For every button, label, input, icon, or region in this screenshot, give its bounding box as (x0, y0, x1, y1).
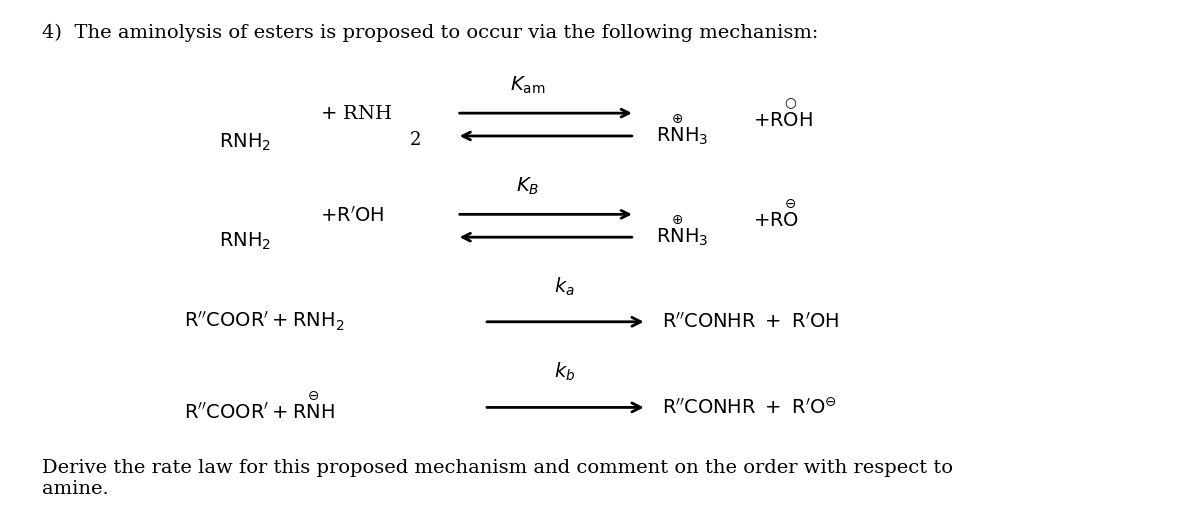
Text: Derive the rate law for this proposed mechanism and comment on the order with re: Derive the rate law for this proposed me… (42, 459, 953, 498)
Text: $\mathrm{RNH_2}$: $\mathrm{RNH_2}$ (220, 132, 271, 154)
Text: $k_a$: $k_a$ (554, 276, 575, 297)
Text: $+$ RNH: $+$ RNH (320, 105, 392, 123)
Text: $K_{\mathrm{am}}$: $K_{\mathrm{am}}$ (510, 75, 546, 97)
Text: $\mathrm{R\overset{\oplus}{N}H_3}$: $\mathrm{R\overset{\oplus}{N}H_3}$ (656, 214, 709, 248)
Text: 2: 2 (409, 131, 421, 149)
Text: $+ \mathrm{R\overset{\ominus}{O}}$: $+ \mathrm{R\overset{\ominus}{O}}$ (754, 200, 799, 231)
Text: $\mathrm{R\overset{\oplus}{N}H_3}$: $\mathrm{R\overset{\oplus}{N}H_3}$ (656, 113, 709, 147)
Text: $\mathrm{R''CONHR\ +\ R'OH}$: $\mathrm{R''CONHR\ +\ R'OH}$ (662, 312, 840, 332)
Text: $+ \mathrm{R\overset{\bigcirc}{O}H}$: $+ \mathrm{R\overset{\bigcirc}{O}H}$ (754, 98, 814, 131)
Text: 4)  The aminolysis of esters is proposed to occur via the following mechanism:: 4) The aminolysis of esters is proposed … (42, 23, 818, 42)
Text: $\mathrm{RNH_2}$: $\mathrm{RNH_2}$ (220, 230, 271, 252)
Text: $K_B$: $K_B$ (516, 176, 540, 198)
Text: $k_b$: $k_b$ (554, 361, 575, 383)
Text: $\mathrm{R''COOR' + R\overset{\ominus}{N}H}$: $\mathrm{R''COOR' + R\overset{\ominus}{N… (184, 392, 335, 423)
Text: $\mathrm{R''CONHR\ +\ R'O^{\ominus}}$: $\mathrm{R''CONHR\ +\ R'O^{\ominus}}$ (662, 397, 838, 418)
Text: $+ \mathrm{R'OH}$: $+ \mathrm{R'OH}$ (320, 206, 385, 225)
Text: $\mathrm{R''COOR' + RNH_2}$: $\mathrm{R''COOR' + RNH_2}$ (184, 310, 344, 333)
